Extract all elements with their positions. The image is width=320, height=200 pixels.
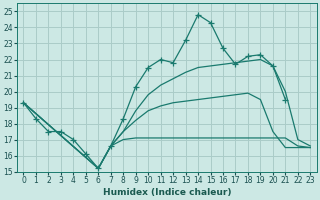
X-axis label: Humidex (Indice chaleur): Humidex (Indice chaleur): [103, 188, 231, 197]
